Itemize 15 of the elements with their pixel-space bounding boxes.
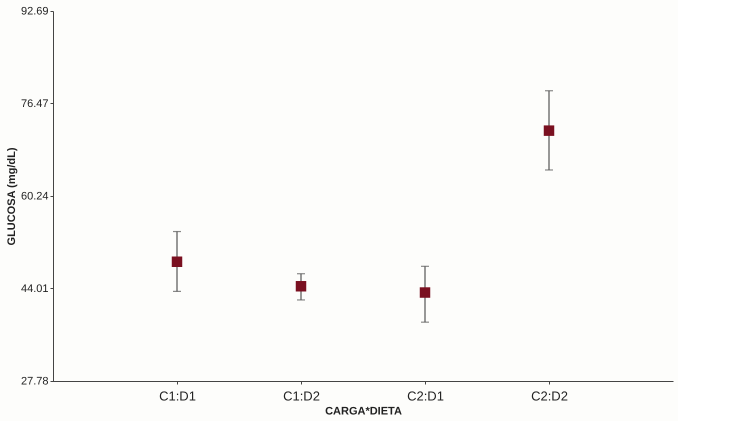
point xyxy=(544,125,554,136)
point xyxy=(296,281,306,292)
x-tick-label: C2:D2 xyxy=(531,388,568,404)
x-tick-label: C2:D1 xyxy=(407,388,444,404)
x-tick-label: C1:D1 xyxy=(159,388,196,404)
x-axis-title: CARGA*DIETA xyxy=(325,406,402,418)
y-axis-title: GLUCOSA (mg/dL) xyxy=(6,147,18,246)
point xyxy=(420,287,430,298)
y-tick-label: 44.01 xyxy=(20,282,48,295)
x-tick-label: C1:D2 xyxy=(283,388,320,404)
y-tick-label: 27.78 xyxy=(20,376,48,388)
y-tick-label: 76.47 xyxy=(20,98,48,110)
point xyxy=(172,256,182,267)
y-tick-label: 60.24 xyxy=(20,190,48,202)
y-tick-label: 92.69 xyxy=(20,6,48,18)
